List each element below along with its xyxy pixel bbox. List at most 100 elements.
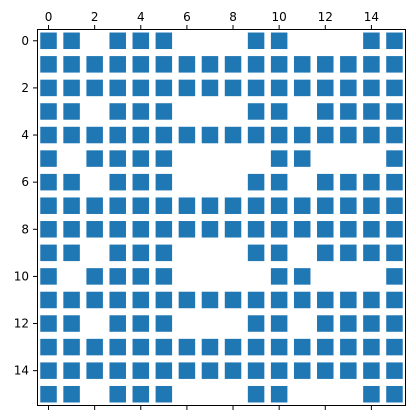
matrix-marker [178, 338, 196, 356]
matrix-marker [63, 103, 80, 120]
matrix-marker [86, 150, 103, 167]
matrix-marker [86, 268, 103, 285]
matrix-marker [270, 173, 288, 191]
matrix-marker [201, 362, 219, 379]
matrix-marker [247, 315, 265, 332]
matrix-marker [340, 338, 357, 356]
matrix-marker [63, 385, 80, 403]
matrix-marker [270, 338, 288, 356]
matrix-marker [132, 315, 150, 332]
matrix-marker [293, 56, 311, 73]
matrix-marker [178, 56, 196, 73]
matrix-marker [178, 79, 196, 97]
matrix-marker [293, 268, 311, 285]
matrix-marker [293, 150, 311, 167]
matrix-marker [317, 362, 334, 379]
matrix-marker [132, 150, 150, 167]
matrix-marker [109, 268, 126, 285]
matrix-marker [317, 221, 334, 238]
matrix-marker [247, 126, 265, 144]
matrix-marker [247, 221, 265, 238]
matrix-marker [247, 291, 265, 309]
matrix-marker [270, 103, 288, 120]
matrix-marker [109, 362, 126, 379]
matrix-marker [317, 56, 334, 73]
matrix-marker [40, 103, 57, 120]
matrix-marker [293, 79, 311, 97]
matrix-marker [178, 362, 196, 379]
matrix-marker [340, 79, 357, 97]
matrix-marker [363, 32, 380, 50]
matrix-marker [63, 56, 80, 73]
matrix-marker [40, 32, 57, 50]
matrix-marker [293, 221, 311, 238]
matrix-marker [132, 291, 150, 309]
matrix-marker [109, 197, 126, 214]
matrix-marker [40, 385, 57, 403]
matrix-marker [386, 362, 403, 379]
matrix-marker [247, 338, 265, 356]
y-tick-label: 8 [21, 222, 29, 236]
matrix-marker [386, 315, 403, 332]
y-tick-label: 0 [21, 34, 29, 48]
matrix-marker [270, 244, 288, 262]
matrix-marker [224, 221, 242, 238]
matrix-marker [293, 291, 311, 309]
matrix-marker [363, 362, 380, 379]
matrix-marker [224, 362, 242, 379]
matrix-marker [340, 362, 357, 379]
matrix-marker [155, 338, 173, 356]
matrix-marker [40, 221, 57, 238]
x-tick-label: 14 [364, 10, 379, 24]
matrix-marker [363, 315, 380, 332]
matrix-marker [317, 79, 334, 97]
matrix-marker [317, 338, 334, 356]
matrix-marker [317, 103, 334, 120]
matrix-marker [386, 244, 403, 262]
matrix-marker [109, 385, 126, 403]
matrix-marker [317, 291, 334, 309]
matrix-marker [155, 291, 173, 309]
y-tick-label: 4 [21, 128, 29, 142]
matrix-marker [224, 338, 242, 356]
matrix-marker [109, 126, 126, 144]
matrix-marker [155, 268, 173, 285]
matrix-marker [340, 244, 357, 262]
matrix-marker [363, 385, 380, 403]
matrix-marker [109, 291, 126, 309]
matrix-marker [201, 126, 219, 144]
matrix-marker [40, 291, 57, 309]
matrix-marker [270, 291, 288, 309]
matrix-marker [132, 197, 150, 214]
x-tick-label: 6 [183, 10, 191, 24]
matrix-marker [270, 268, 288, 285]
matrix-marker [270, 32, 288, 50]
matrix-marker [155, 315, 173, 332]
matrix-marker [63, 126, 80, 144]
matrix-markers [40, 32, 403, 403]
y-tick-label: 14 [14, 364, 29, 378]
matrix-marker [132, 385, 150, 403]
matrix-marker [270, 385, 288, 403]
matrix-marker [155, 244, 173, 262]
matrix-marker [340, 103, 357, 120]
matrix-marker [386, 291, 403, 309]
matrix-marker [247, 103, 265, 120]
matrix-marker [155, 221, 173, 238]
matrix-marker [270, 79, 288, 97]
matrix-marker [132, 268, 150, 285]
matrix-marker [63, 338, 80, 356]
y-axis: 0 2 4 6 8 10 12 14 [14, 34, 37, 378]
matrix-marker [132, 32, 150, 50]
matrix-marker [386, 385, 403, 403]
matrix-marker [386, 173, 403, 191]
matrix-marker [270, 315, 288, 332]
matrix-marker [86, 291, 103, 309]
matrix-marker [155, 150, 173, 167]
matrix-marker [340, 56, 357, 73]
matrix-marker [247, 56, 265, 73]
matrix-marker [109, 79, 126, 97]
matrix-marker [63, 197, 80, 214]
matrix-marker [86, 56, 103, 73]
x-tick-label: 2 [91, 10, 99, 24]
